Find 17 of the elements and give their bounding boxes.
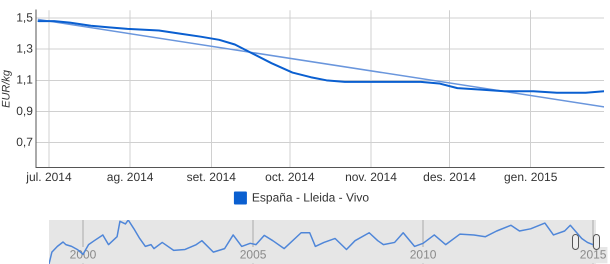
legend-label: España - Lleida - Vivo bbox=[252, 190, 370, 204]
y-tick-label: 1,3 bbox=[16, 41, 34, 56]
y-tick-label: 0,9 bbox=[16, 104, 34, 118]
x-tick-label: 2005 bbox=[240, 248, 267, 262]
x-tick-label: des. 2014 bbox=[423, 170, 476, 184]
x-tick-label: oct. 2014 bbox=[265, 170, 315, 184]
x-tick-label: 2010 bbox=[410, 248, 437, 262]
y-tick-label: 1,1 bbox=[16, 72, 34, 87]
y-tick-label: 1,5 bbox=[16, 10, 34, 24]
x-tick-label: nov. 2014 bbox=[345, 170, 398, 184]
x-tick-label: 2015 bbox=[580, 248, 607, 262]
x-tick-label: gen. 2015 bbox=[504, 170, 558, 184]
x-tick-label: set. 2014 bbox=[186, 170, 236, 184]
y-axis-title: EUR/kg bbox=[0, 69, 13, 108]
x-tick-label: ag. 2014 bbox=[106, 170, 154, 184]
y-tick-label: 0,7 bbox=[16, 134, 34, 149]
x-tick-label: jul. 2014 bbox=[25, 170, 72, 184]
